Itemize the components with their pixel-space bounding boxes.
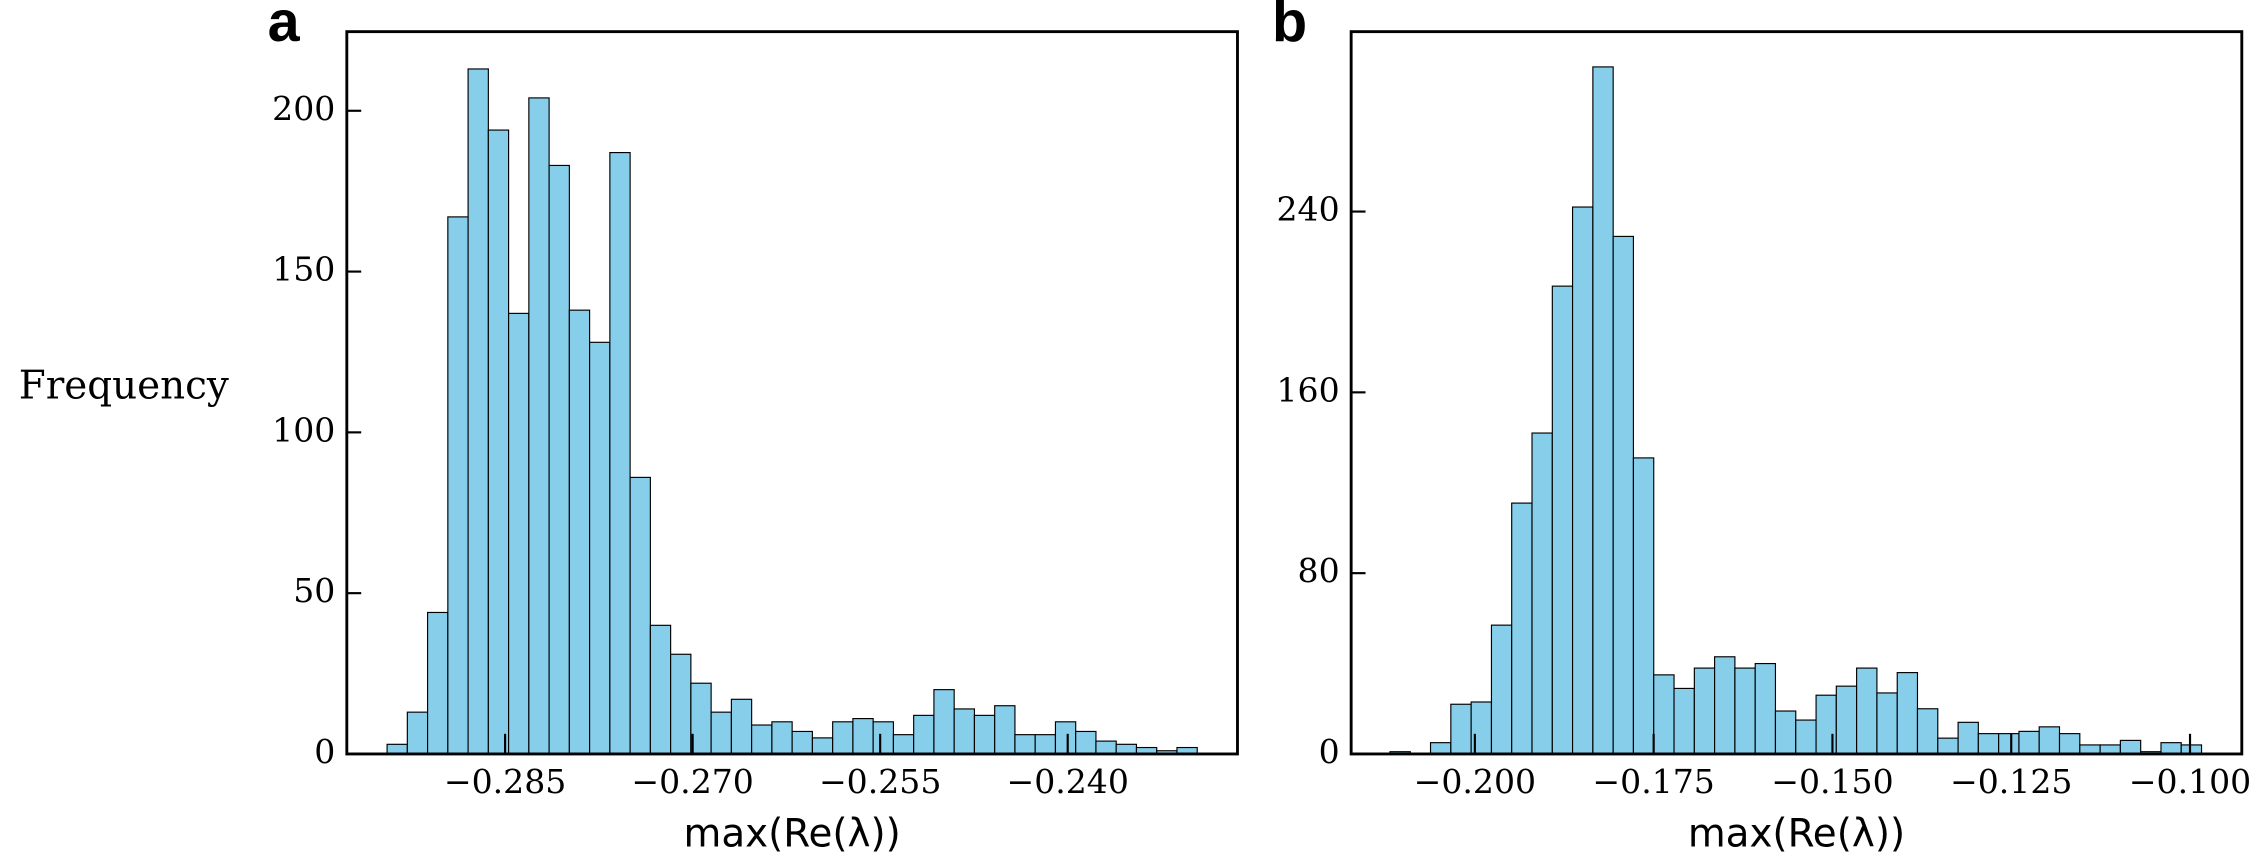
bar (1429, 742, 1452, 755)
bar (1034, 734, 1057, 755)
bar (2058, 733, 2081, 755)
bar (427, 611, 449, 755)
bar (1450, 703, 1472, 755)
bar (973, 714, 996, 755)
bar (1754, 662, 1777, 755)
y-axis-label: Frequency (19, 363, 229, 408)
bar (1531, 432, 1553, 755)
bar (2038, 726, 2061, 755)
x-axis-label: max(Re(λ)) (683, 811, 900, 856)
x-tick-label: −0.270 (631, 762, 753, 801)
bar (771, 721, 793, 755)
axes-frame (1349, 30, 2244, 756)
y-tick-label: 100 (272, 410, 335, 449)
bar (629, 476, 651, 755)
y-tick-label: 160 (1276, 370, 1339, 409)
bar (852, 718, 874, 755)
panel-label: a (268, 0, 301, 54)
bar (730, 698, 753, 755)
bar (872, 721, 894, 755)
bar (1977, 733, 2000, 755)
y-tick-label: 0 (1319, 732, 1340, 771)
bar (913, 714, 935, 755)
bar (1612, 235, 1634, 755)
bar (649, 624, 672, 755)
bar (2160, 742, 2182, 755)
axes-frame (345, 30, 1239, 756)
bar (528, 97, 550, 755)
x-tick-label: −0.200 (1414, 762, 1536, 801)
bar (1014, 734, 1036, 755)
bar (690, 682, 712, 755)
bar (1490, 624, 1513, 755)
bar (2119, 739, 2142, 755)
bar (1673, 687, 1695, 755)
bar (1075, 730, 1097, 755)
bar (1734, 667, 1756, 755)
bar (751, 724, 773, 755)
bar (1653, 674, 1675, 755)
x-axis-label: max(Re(λ)) (1688, 811, 1905, 856)
x-tick-label: −0.255 (819, 762, 941, 801)
bar (568, 309, 591, 755)
bar (1632, 457, 1655, 755)
bar (467, 68, 489, 755)
bar (589, 341, 611, 755)
bar (1835, 685, 1858, 755)
bar (1571, 206, 1594, 755)
panel-label: b (1272, 0, 1307, 54)
bar (1856, 667, 1878, 755)
bar (892, 734, 915, 755)
y-tick-label: 50 (293, 571, 335, 610)
bar (1876, 692, 1898, 755)
bar (1054, 721, 1077, 755)
x-tick-label: −0.240 (1006, 762, 1128, 801)
bar (1511, 502, 1533, 755)
x-tick-label: −0.175 (1592, 762, 1714, 801)
x-tick-label: −0.150 (1771, 762, 1893, 801)
bar (447, 216, 469, 755)
bar (832, 721, 854, 755)
bar (994, 705, 1016, 755)
x-tick-label: −0.125 (1950, 762, 2072, 801)
y-tick-label: 240 (1276, 190, 1339, 229)
bar (710, 711, 732, 755)
bar (508, 312, 530, 755)
bar (953, 708, 976, 755)
bar (1551, 285, 1574, 755)
bar (1714, 656, 1736, 755)
y-tick-label: 150 (272, 250, 335, 289)
bar (1937, 737, 1959, 755)
bar (1896, 672, 1919, 755)
y-tick-label: 80 (1298, 551, 1340, 590)
bar (791, 730, 813, 755)
y-tick-label: 200 (272, 89, 335, 128)
bar (1115, 743, 1138, 755)
bar (487, 129, 510, 755)
x-tick-label: −0.100 (2129, 762, 2251, 801)
bar (1795, 719, 1817, 755)
bar (1998, 733, 2020, 755)
bar (1095, 740, 1117, 755)
bar (386, 743, 408, 755)
bar (609, 152, 631, 755)
y-tick-label: 0 (314, 732, 335, 771)
bar (548, 164, 570, 755)
bar (933, 689, 955, 755)
bar (2018, 730, 2040, 755)
bar (1957, 721, 1979, 755)
bar (1592, 66, 1614, 755)
bar (1916, 708, 1939, 755)
bar (406, 711, 429, 755)
bar (1693, 667, 1716, 755)
bar (811, 737, 834, 755)
bar (1774, 710, 1797, 755)
x-tick-label: −0.285 (444, 762, 566, 801)
bar (670, 653, 692, 755)
